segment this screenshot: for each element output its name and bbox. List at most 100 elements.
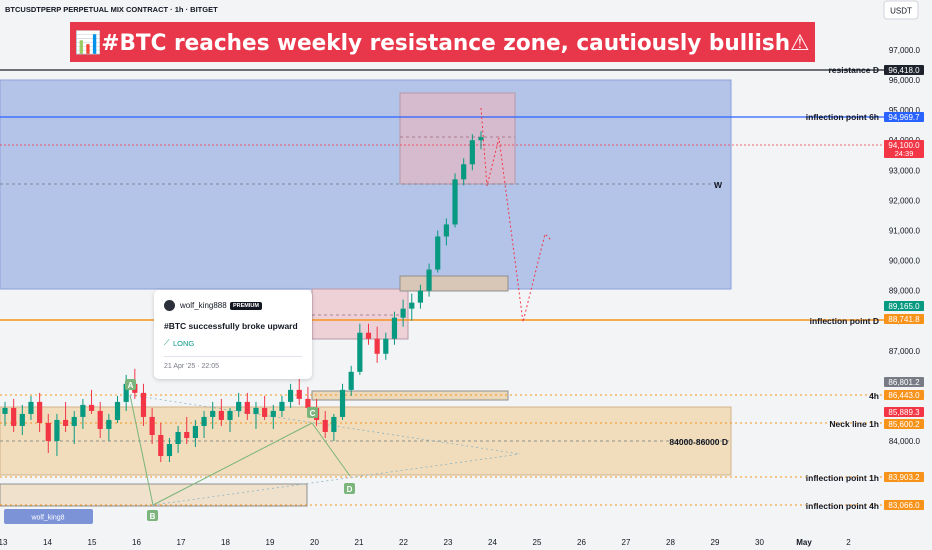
title-banner xyxy=(70,22,815,62)
candle-body xyxy=(45,422,51,441)
y-tick-label: 84,000.0 xyxy=(889,437,921,446)
candle-body xyxy=(28,401,34,414)
candle-body xyxy=(383,338,389,354)
candle-body xyxy=(149,416,155,435)
label-neck-line-1h: Neck line 1h xyxy=(829,419,879,429)
y-tick-label: 87,000.0 xyxy=(889,347,921,356)
label-inflection-6h: inflection point 6h xyxy=(806,112,879,122)
candle-body xyxy=(62,419,69,426)
candle-body xyxy=(19,413,25,426)
candle-body xyxy=(192,425,198,438)
author-avatar xyxy=(164,300,175,311)
candle-body xyxy=(166,444,173,457)
x-tick-label: 29 xyxy=(711,538,720,547)
price-tag: 96,418.0 xyxy=(888,66,920,75)
candle-body xyxy=(175,431,181,445)
candle-body xyxy=(114,401,121,420)
projection-path xyxy=(480,107,553,323)
order-block-low xyxy=(0,483,308,507)
candle-body xyxy=(244,401,250,414)
price-tags: 96,418.0 94,969.7 94,100.024:39 89,165.0 88,… xyxy=(884,65,924,510)
candle-body xyxy=(478,137,484,141)
candle-body xyxy=(218,410,224,420)
y-tick-label: 97,000.0 xyxy=(889,46,921,55)
price-tag-box xyxy=(884,472,924,482)
y-tick-label: 95,000.0 xyxy=(889,106,921,115)
x-tick-label: 26 xyxy=(577,538,586,547)
candle-body xyxy=(270,410,276,417)
price-tag: 88,741.8 xyxy=(888,315,920,324)
price-tag: 94,100.0 xyxy=(888,141,920,150)
time-axis-background xyxy=(0,530,932,550)
x-tick-label: 17 xyxy=(177,538,186,547)
candle-body xyxy=(305,398,311,408)
pattern-point-d-box xyxy=(344,483,355,494)
candle-body xyxy=(201,416,207,426)
x-tick-label: 19 xyxy=(266,538,275,547)
x-tick-label: 15 xyxy=(88,538,97,547)
candle-body xyxy=(435,236,441,270)
y-tick-label: 89,000.0 xyxy=(889,287,921,296)
candle-body xyxy=(331,416,337,432)
price-tag: 89,165.0 xyxy=(888,302,920,311)
x-tick-label: 21 xyxy=(355,538,364,547)
x-tick-label: 27 xyxy=(622,538,631,547)
candle-body xyxy=(288,389,294,402)
price-tag: 94,969.7 xyxy=(888,113,920,122)
label-inflection-4h: inflection point 4h xyxy=(806,501,879,511)
candle-body xyxy=(417,290,424,303)
author-name: wolf_king888 xyxy=(180,301,227,310)
x-tick-label: 2 xyxy=(846,538,851,547)
x-tick-label: 23 xyxy=(444,538,453,547)
currency-box[interactable] xyxy=(883,0,919,20)
candle-body xyxy=(374,338,380,354)
candle-body xyxy=(184,431,190,438)
symbol-title: BTCUSDTPERP PERPETUAL MIX CONTRACT · 1h … xyxy=(5,5,218,14)
pattern-point-c: C xyxy=(310,409,316,418)
pattern-point-a: A xyxy=(128,381,134,390)
price-tag: 85,889.3 xyxy=(888,408,920,417)
x-tick-label: 28 xyxy=(666,538,675,547)
time-axis[interactable]: 13 14 15 16 17 18 19 20 21 22 23 24 25 26 27 28 29 30 May 2 xyxy=(0,530,932,550)
candle-body xyxy=(140,392,147,417)
candle-body xyxy=(253,407,259,414)
candle-body xyxy=(262,407,268,417)
price-tag-box xyxy=(884,500,924,510)
candle-body xyxy=(409,302,415,309)
watermark-box xyxy=(4,509,93,524)
x-tick-label: 18 xyxy=(221,538,230,547)
candle-body xyxy=(461,164,467,180)
candle-body xyxy=(2,407,8,414)
candle-body xyxy=(54,419,60,441)
card-divider xyxy=(164,356,302,357)
candle-body xyxy=(11,407,17,426)
candle-body xyxy=(400,308,406,318)
candle-body xyxy=(322,419,328,432)
candle-body xyxy=(296,389,302,399)
price-tag-box xyxy=(884,314,924,324)
candle-body xyxy=(210,410,216,417)
candle-body xyxy=(106,419,112,429)
y-tick-label: 90,000.0 xyxy=(889,257,921,266)
price-tag-box xyxy=(884,65,924,75)
idea-card[interactable]: wolf_king888 PREMIUM #BTC successfully b… xyxy=(154,290,312,379)
candle-body xyxy=(123,383,129,402)
premium-badge: PREMIUM xyxy=(230,302,262,310)
candle-body xyxy=(158,434,164,457)
idea-title: #BTC successfully broke upward xyxy=(164,321,298,331)
weekly-resistance-zone xyxy=(0,79,732,290)
candle-body xyxy=(469,140,475,165)
pattern-point-b: B xyxy=(150,512,156,521)
candle-body xyxy=(97,410,103,429)
price-tag: 83,066.0 xyxy=(888,501,920,510)
price-tag-box xyxy=(884,112,924,122)
candle-body xyxy=(88,404,95,411)
order-block-upper xyxy=(399,92,516,185)
x-tick-label: 30 xyxy=(755,538,764,547)
candle-body xyxy=(348,371,354,390)
x-tick-label: 22 xyxy=(399,538,408,547)
order-block-mid xyxy=(399,275,509,292)
label-zone-w: W xyxy=(714,180,723,190)
price-tag-countdown: 24:39 xyxy=(895,149,914,158)
